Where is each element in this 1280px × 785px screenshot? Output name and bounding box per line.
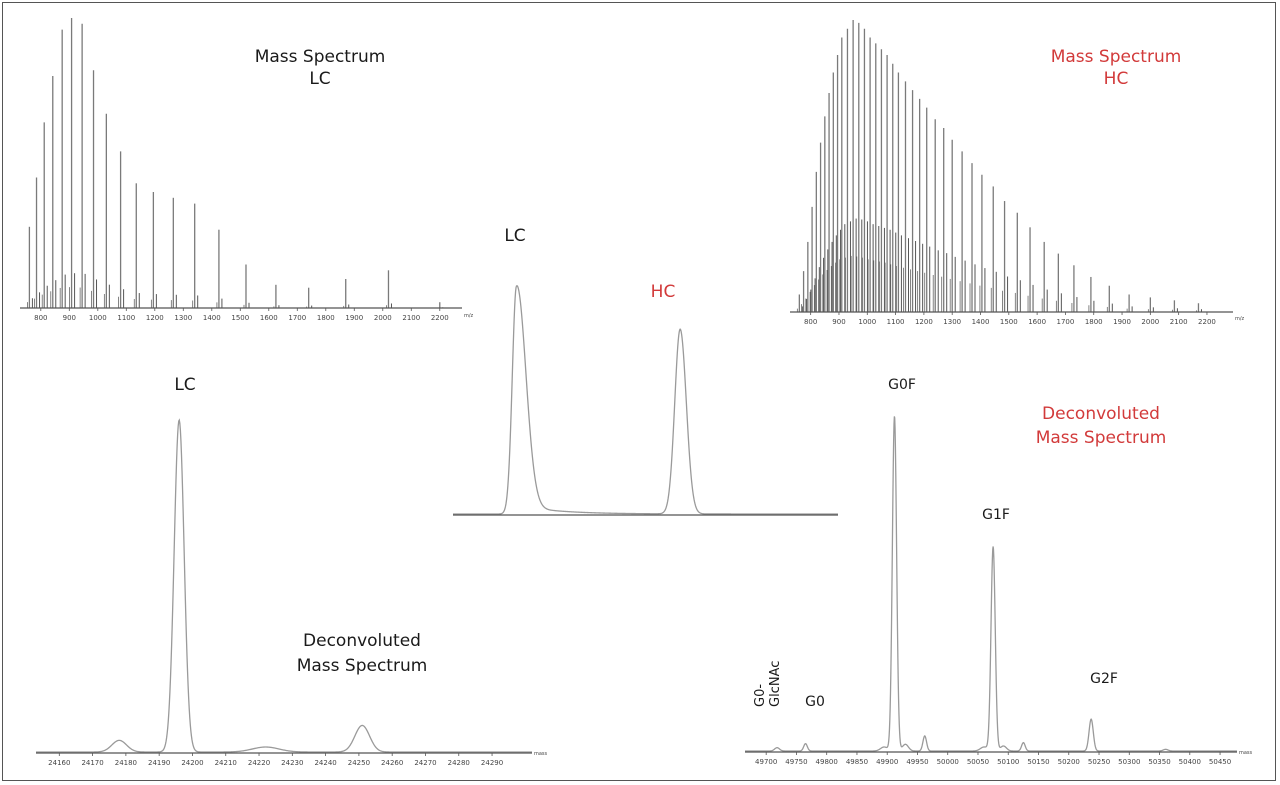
- deconv-lc-ticks: 24160 24170 24180 24190 24200 24210 24220 24230…: [48, 753, 503, 767]
- deconv-hc-tick-label: 50250: [1088, 758, 1110, 766]
- ms-hc-peaks: [796, 20, 1202, 312]
- deconv-lc-tick-label: 24160: [48, 759, 70, 767]
- ms-hc-tick-label: 1100: [887, 318, 905, 326]
- ms-hc-tick-label: 2100: [1170, 318, 1188, 326]
- ms-lc-x-unit: m/z: [464, 313, 474, 319]
- deconv-hc-tick-label: 49850: [846, 758, 868, 766]
- ms-hc-tick-label: 1800: [1085, 318, 1103, 326]
- ms-hc-x-unit: m/z: [1235, 316, 1245, 322]
- deconv-hc-g1f-label: G1F: [982, 507, 1010, 523]
- deconv-hc-tick-label: 50100: [997, 758, 1019, 766]
- ms-lc-tick-label: 1400: [203, 314, 221, 322]
- ms-lc-tick-label: 1600: [260, 314, 278, 322]
- deconv-hc-g2f-label: G2F: [1090, 671, 1118, 687]
- deconv-hc-tick-label: 49800: [816, 758, 838, 766]
- ms-lc-tick-label: 1900: [345, 314, 363, 322]
- deconv-hc-tick-label: 50350: [1148, 758, 1170, 766]
- deconv-lc-tick-label: 24200: [181, 759, 203, 767]
- deconv-hc-tick-label: 50300: [1118, 758, 1140, 766]
- deconv-hc-ticks: 49700 49750 49800 49850 49900 49950 50000 50050…: [755, 752, 1231, 766]
- ms-hc-title-line1: Mass Spectrum: [1051, 47, 1182, 67]
- ms-hc-tick-label: 1000: [858, 318, 876, 326]
- chrom-lc-label: LC: [504, 226, 525, 246]
- ms-lc-panel: Mass Spectrum LC 800 900 1000 1100 1200 1300 1…: [20, 18, 474, 322]
- deconv-lc-title-line2: Mass Spectrum: [297, 656, 428, 676]
- ms-hc-tick-label: 1200: [915, 318, 933, 326]
- ms-hc-tick-label: 1700: [1057, 318, 1075, 326]
- chromatogram-trace: [453, 284, 838, 515]
- ms-hc-tick-label: 2000: [1141, 318, 1159, 326]
- deconv-hc-tick-label: 49700: [755, 758, 777, 766]
- deconv-hc-tick-label: 50400: [1179, 758, 1201, 766]
- deconv-hc-g0-label: G0: [805, 694, 825, 710]
- ms-lc-tick-label: 1800: [317, 314, 335, 322]
- deconv-lc-tick-label: 24180: [115, 759, 137, 767]
- deconv-lc-tick-label: 24230: [281, 759, 303, 767]
- ms-hc-title-line2: HC: [1104, 69, 1129, 89]
- deconv-hc-tick-label: 50000: [937, 758, 959, 766]
- ms-lc-ticks: 800 900 1000 1100 1200 1300 1400 1500 1600 1700 18…: [34, 308, 449, 322]
- deconv-hc-title-line1: Deconvoluted: [1042, 404, 1160, 424]
- deconv-hc-tick-label: 50150: [1027, 758, 1049, 766]
- ms-lc-tick-label: 1300: [174, 314, 192, 322]
- deconv-hc-panel: Deconvoluted Mass Spectrum G0- GlcNAc G0…: [745, 377, 1253, 766]
- deconv-hc-g0-glcnac-line1: G0-: [753, 684, 768, 707]
- ms-hc-tick-label: 1300: [943, 318, 961, 326]
- deconv-lc-tick-label: 24210: [215, 759, 237, 767]
- ms-lc-tick-label: 2200: [431, 314, 449, 322]
- ms-hc-tick-label: 900: [832, 318, 845, 326]
- deconv-lc-tick-label: 24170: [81, 759, 103, 767]
- deconv-hc-x-unit: mass: [1239, 750, 1253, 756]
- ms-lc-tick-label: 800: [34, 314, 47, 322]
- deconv-hc-tick-label: 49950: [906, 758, 928, 766]
- ms-hc-tick-label: 1400: [972, 318, 990, 326]
- deconv-hc-title-line2: Mass Spectrum: [1036, 428, 1167, 448]
- ms-lc-tick-label: 900: [63, 314, 76, 322]
- ms-hc-tick-label: 800: [804, 318, 817, 326]
- ms-lc-peaks: [27, 18, 444, 308]
- deconv-lc-tick-label: 24260: [381, 759, 403, 767]
- ms-hc-panel: Mass Spectrum HC 800 900 1000 1100 1200 1300 1…: [790, 20, 1245, 326]
- deconv-hc-g0f-label: G0F: [888, 377, 916, 393]
- deconv-lc-title-line1: Deconvoluted: [303, 631, 421, 651]
- deconv-hc-tick-label: 50450: [1209, 758, 1231, 766]
- ms-hc-tick-label: 1500: [1000, 318, 1018, 326]
- ms-lc-tick-label: 1700: [288, 314, 306, 322]
- deconv-lc-x-unit: mass: [534, 751, 548, 757]
- ms-lc-title-line1: Mass Spectrum: [255, 47, 386, 67]
- ms-hc-tick-label: 1600: [1028, 318, 1046, 326]
- deconv-lc-tick-label: 24280: [448, 759, 470, 767]
- ms-lc-tick-label: 2100: [402, 314, 420, 322]
- deconv-lc-tick-label: 24240: [314, 759, 336, 767]
- deconv-lc-tick-label: 24190: [148, 759, 170, 767]
- ms-hc-ticks: 800 900 1000 1100 1200 1300 1400 1500 1600 1700 18…: [804, 312, 1216, 326]
- deconv-hc-tick-label: 49900: [876, 758, 898, 766]
- deconv-lc-tick-label: 24270: [414, 759, 436, 767]
- chromatogram-panel: LC HC: [453, 226, 838, 516]
- deconv-hc-tick-label: 49750: [785, 758, 807, 766]
- deconv-lc-tick-label: 24220: [248, 759, 270, 767]
- ms-lc-tick-label: 1100: [117, 314, 135, 322]
- deconv-hc-tick-label: 50050: [967, 758, 989, 766]
- ms-hc-tick-label: 1900: [1113, 318, 1131, 326]
- chrom-hc-label: HC: [651, 282, 676, 302]
- deconv-hc-g0-glcnac-line2: GlcNAc: [768, 661, 783, 707]
- deconv-hc-tick-label: 50200: [1058, 758, 1080, 766]
- ms-lc-tick-label: 1500: [231, 314, 249, 322]
- ms-hc-tick-label: 2200: [1198, 318, 1216, 326]
- deconv-lc-tick-label: 24250: [348, 759, 370, 767]
- deconv-lc-peak-label: LC: [174, 375, 195, 395]
- deconv-hc-g0-glcnac-label: G0- GlcNAc: [753, 661, 783, 707]
- deconv-lc-tick-label: 24290: [481, 759, 503, 767]
- ms-lc-title-line2: LC: [309, 69, 330, 89]
- deconv-hc-trace: [745, 416, 1237, 752]
- ms-lc-tick-label: 2000: [374, 314, 392, 322]
- ms-lc-tick-label: 1200: [146, 314, 164, 322]
- deconv-lc-panel: LC Deconvoluted Mass Spectrum 24160 24170…: [36, 375, 548, 767]
- deconv-lc-trace: [36, 418, 532, 753]
- ms-lc-tick-label: 1000: [89, 314, 107, 322]
